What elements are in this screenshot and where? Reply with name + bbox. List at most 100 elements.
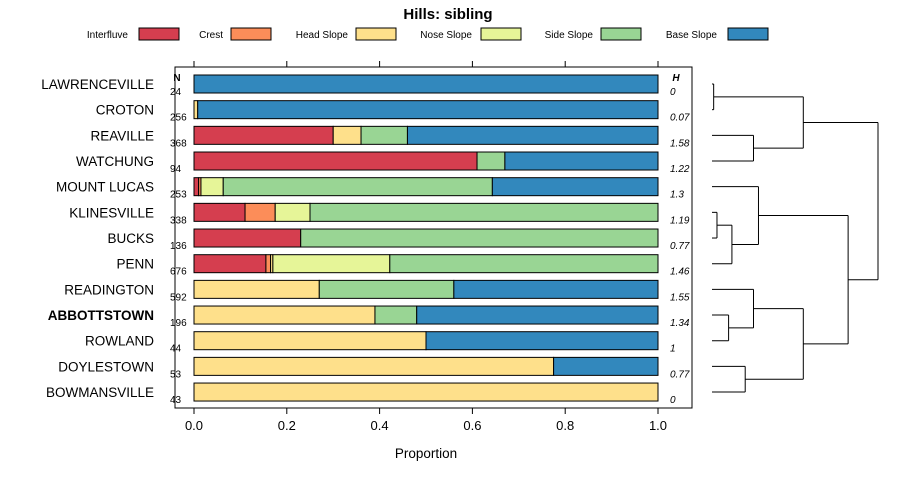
category-label-mount-lucas: MOUNT LUCAS <box>56 180 154 195</box>
category-labels: LAWRENCEVILLE CROTON REAVILLE WATCHUNG MOUNT… <box>41 77 154 400</box>
category-label-lawrenceville: LAWRENCEVILLE <box>41 77 154 92</box>
x-axis-label: Proportion <box>395 446 457 461</box>
legend-label-crest: Crest <box>199 30 223 41</box>
n-label-readington: 592 <box>170 292 187 303</box>
x-tick-label-4: 0.8 <box>556 418 574 433</box>
category-label-watchung: WATCHUNG <box>76 154 154 169</box>
n-label-penn: 676 <box>170 267 187 278</box>
bar-reaville-base-slope <box>406 125 659 145</box>
n-label-bucks: 136 <box>170 241 187 252</box>
bar-doylestown-head-slope <box>193 356 555 376</box>
category-label-readington: READINGTON <box>64 282 154 297</box>
bar-lawrenceville-base-slope <box>193 74 659 94</box>
n-label-mount-lucas: 253 <box>170 190 187 201</box>
h-label-abbottstown: 1.34 <box>670 318 690 329</box>
n-header: N <box>173 73 180 84</box>
h-header: H <box>672 73 680 84</box>
x-tick-label-0: 0.0 <box>185 418 203 433</box>
n-label-watchung: 94 <box>170 164 182 175</box>
n-label-klinesville: 338 <box>170 215 187 226</box>
bar-abbottstown-base-slope <box>416 305 659 325</box>
bar-reaville-side-slope <box>360 125 408 145</box>
bar-watchung-base-slope <box>504 151 659 171</box>
category-label-croton: CROTON <box>96 103 154 118</box>
x-tick-label-2: 0.4 <box>371 418 389 433</box>
bar-mount-lucas-side-slope <box>222 177 493 197</box>
h-label-doylestown: 0.77 <box>670 369 690 380</box>
bar-watchung-side-slope <box>476 151 506 171</box>
category-label-bowmansville: BOWMANSVILLE <box>46 385 154 400</box>
bar-penn-crest <box>265 254 272 274</box>
bar-klinesville-crest <box>244 202 276 222</box>
legend-label-interfluve: Interfluve <box>87 30 129 41</box>
h-label-readington: 1.55 <box>670 292 690 303</box>
n-labels: 24 256 368 94 253 338 136 676 592 196 44 53 43 <box>170 87 187 406</box>
bar-mount-lucas-nose-slope <box>200 177 224 197</box>
plot-panel <box>174 66 693 409</box>
category-label-doylestown: DOYLESTOWN <box>58 359 154 374</box>
h-label-penn: 1.46 <box>670 267 690 278</box>
n-label-croton: 256 <box>170 113 187 124</box>
bar-croton-base-slope <box>197 100 659 120</box>
n-label-bowmansville: 43 <box>170 395 182 406</box>
category-label-bucks: BUCKS <box>107 231 154 246</box>
category-label-abbottstown: ABBOTTSTOWN <box>48 308 154 323</box>
h-label-mount-lucas: 1.3 <box>670 190 684 201</box>
legend-label-side-slope: Side Slope <box>545 30 594 41</box>
n-label-abbottstown: 196 <box>170 318 187 329</box>
bar-reaville-interfluve <box>193 125 334 145</box>
bar-penn-nose-slope <box>272 254 391 274</box>
bar-bowmansville-head-slope <box>193 382 659 402</box>
bar-mount-lucas-interfluve <box>193 177 200 197</box>
x-axis: 0.0 0.2 0.4 0.6 0.8 1.0 <box>185 61 667 433</box>
legend-swatch-head-slope <box>355 27 397 41</box>
h-labels: 0 0.07 1.58 1.22 1.3 1.19 0.77 1.46 1.55 1.34 1 0.7… <box>670 87 690 406</box>
n-label-rowland: 44 <box>170 344 182 355</box>
category-label-rowland: ROWLAND <box>85 334 154 349</box>
bar-readington-base-slope <box>453 279 659 299</box>
legend-label-base-slope: Base Slope <box>666 30 718 41</box>
legend-label-head-slope: Head Slope <box>296 30 349 41</box>
bar-mount-lucas-base-slope <box>491 177 659 197</box>
bar-klinesville-nose-slope <box>274 202 311 222</box>
bar-abbottstown-head-slope <box>193 305 376 325</box>
bar-penn-interfluve <box>193 254 267 274</box>
h-label-lawrenceville: 0 <box>670 87 676 98</box>
h-label-watchung: 1.22 <box>670 164 690 175</box>
legend-swatch-crest <box>230 27 272 41</box>
h-label-reaville: 1.58 <box>670 138 690 149</box>
legend-swatch-side-slope <box>600 27 642 41</box>
bar-penn-side-slope <box>389 254 659 274</box>
x-tick-label-3: 0.6 <box>463 418 481 433</box>
n-label-reaville: 368 <box>170 138 187 149</box>
bar-croton-head-slope <box>193 100 199 120</box>
legend-swatch-nose-slope <box>480 27 522 41</box>
h-label-bucks: 0.77 <box>670 241 690 252</box>
bar-klinesville-interfluve <box>193 202 246 222</box>
legend-swatch-base-slope <box>727 27 769 41</box>
chart-title: Hills: sibling <box>403 6 492 23</box>
category-label-reaville: REAVILLE <box>90 128 154 143</box>
bar-reaville-head-slope <box>332 125 362 145</box>
category-label-penn: PENN <box>116 257 154 272</box>
bar-rowland-base-slope <box>425 331 659 351</box>
n-label-lawrenceville: 24 <box>170 87 182 98</box>
n-label-doylestown: 53 <box>170 369 182 380</box>
category-label-klinesville: KLINESVILLE <box>69 205 154 220</box>
x-tick-label-1: 0.2 <box>278 418 296 433</box>
bar-klinesville-side-slope <box>309 202 659 222</box>
legend-label-nose-slope: Nose Slope <box>420 30 472 41</box>
legend: Interfluve Crest Head Slope Nose Slope Side … <box>87 27 769 41</box>
h-label-bowmansville: 0 <box>670 395 676 406</box>
bar-bucks-side-slope <box>300 228 659 248</box>
h-label-klinesville: 1.19 <box>670 215 690 226</box>
x-tick-label-5: 1.0 <box>649 418 667 433</box>
bar-rowland-head-slope <box>193 331 427 351</box>
dendrogram <box>712 83 879 393</box>
bar-bucks-interfluve <box>193 228 302 248</box>
h-label-croton: 0.07 <box>670 113 690 124</box>
legend-swatch-interfluve <box>138 27 180 41</box>
h-label-rowland: 1 <box>670 344 676 355</box>
bar-watchung-interfluve <box>193 151 478 171</box>
